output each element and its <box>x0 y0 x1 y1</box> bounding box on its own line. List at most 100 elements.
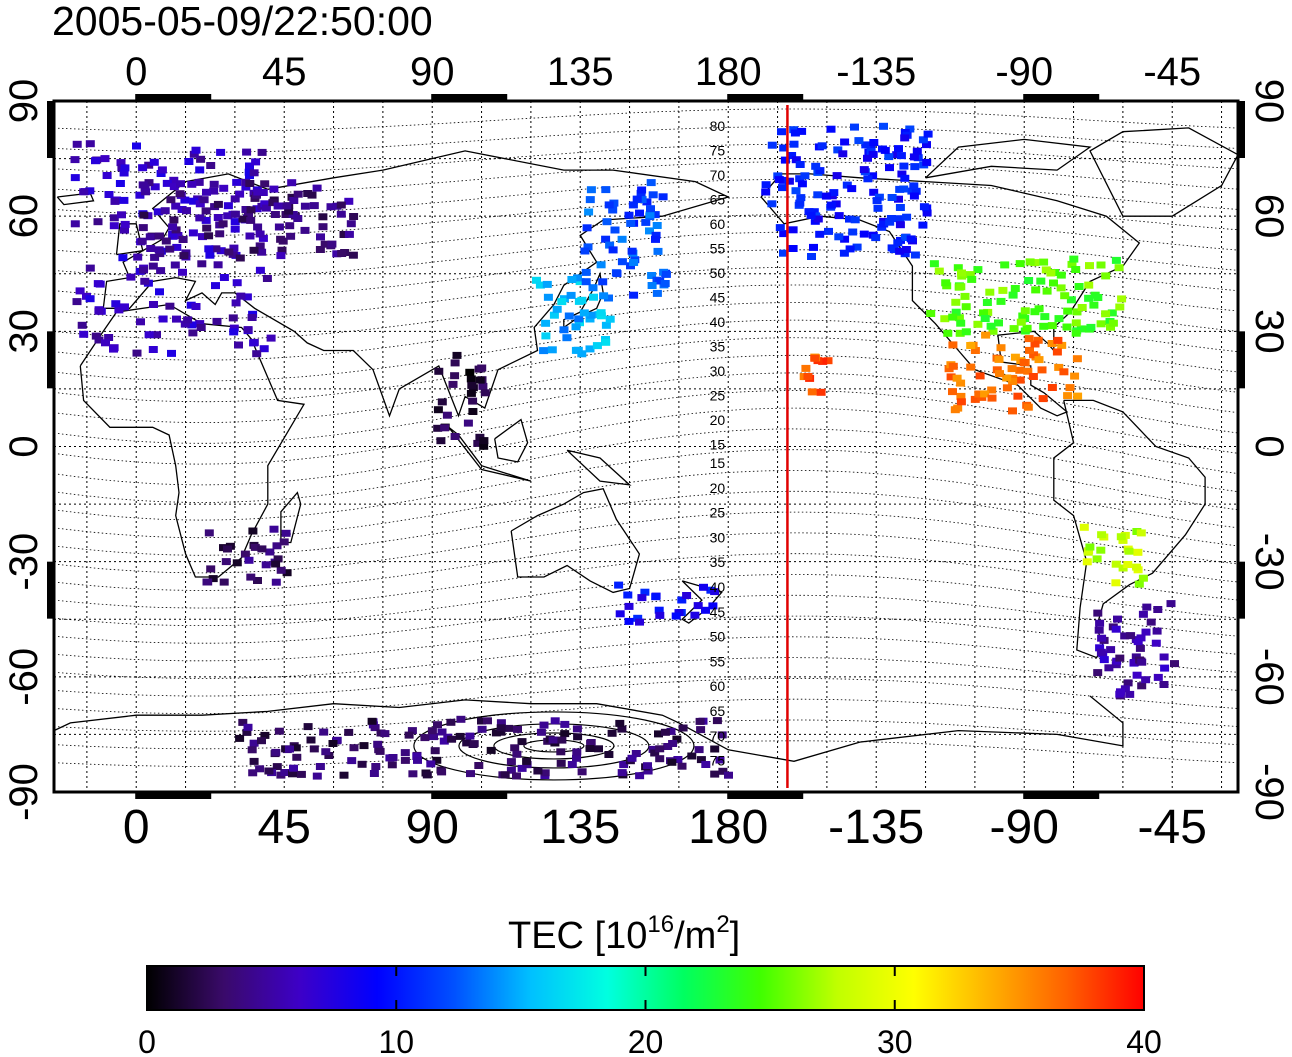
tec-pixel <box>115 180 125 187</box>
tec-pixel <box>1095 644 1105 652</box>
tec-pixel <box>253 223 263 231</box>
tec-pixel <box>284 207 294 215</box>
tec-pixel <box>556 759 566 767</box>
frame-tick <box>727 94 804 101</box>
tec-pixel <box>956 283 966 291</box>
tec-pixel <box>896 152 906 160</box>
tec-pixel <box>1123 561 1133 568</box>
tec-pixel <box>818 357 828 365</box>
tec-pixel <box>195 214 205 222</box>
tec-pixel <box>954 314 964 322</box>
tec-pixel <box>643 762 652 770</box>
tec-pixel <box>1085 543 1095 551</box>
tec-pixel <box>1106 323 1115 331</box>
tec-pixel <box>1049 279 1058 287</box>
tec-pixel <box>522 757 532 765</box>
tec-pixel <box>535 281 545 289</box>
tec-pixel <box>479 437 489 445</box>
tec-pixel <box>1093 669 1103 677</box>
contour-label: 20 <box>710 480 726 496</box>
tec-pixel <box>1146 618 1156 626</box>
tec-pixel <box>572 754 581 762</box>
tec-pixel <box>271 560 281 568</box>
tec-pixel <box>1015 260 1025 268</box>
tec-pixel <box>779 230 789 238</box>
tec-pixel <box>922 209 932 217</box>
tec-pixel <box>579 309 589 317</box>
top-longitude-labels: 0 45 90 135 180 -135 -90 -45 <box>125 50 1201 94</box>
tec-pixel <box>450 433 460 440</box>
tec-pixel <box>694 746 704 754</box>
tec-pixel <box>581 268 591 276</box>
tec-pixel <box>1124 547 1134 555</box>
tec-pixel <box>961 303 971 311</box>
tec-pixel <box>486 746 496 754</box>
tec-pixel <box>900 174 910 182</box>
tec-pixel <box>970 347 980 354</box>
tec-pixel <box>645 227 654 235</box>
contour-label: 40 <box>710 314 726 330</box>
tec-pixel <box>873 204 883 212</box>
tec-pixel <box>861 141 871 149</box>
tec-pixel <box>541 332 551 340</box>
tec-pixel <box>219 578 229 586</box>
tec-pixel <box>440 424 450 432</box>
tec-pixel <box>640 588 650 596</box>
tec-pixel <box>1160 664 1170 672</box>
tec-pixel <box>249 757 259 765</box>
tec-pixel <box>615 719 625 727</box>
tec-pixel <box>800 172 810 180</box>
tec-pixel <box>466 375 476 383</box>
tec-pixel <box>1077 304 1087 311</box>
tec-pixel <box>973 320 983 328</box>
tec-pixel <box>100 155 110 163</box>
tec-pixel <box>601 321 611 329</box>
tec-pixel <box>863 154 872 162</box>
tec-pixel <box>191 303 201 310</box>
tec-pixel <box>462 739 472 747</box>
tec-pixel <box>155 232 164 240</box>
tec-pixel <box>775 224 785 232</box>
tec-pixel <box>847 185 857 193</box>
tec-pixel <box>118 254 128 262</box>
tec-pixel <box>1111 256 1121 264</box>
tec-pixel <box>180 320 190 328</box>
tec-pixel <box>496 724 506 732</box>
tec-pixel <box>1111 625 1121 633</box>
tec-pixel <box>1008 407 1017 415</box>
tec-pixel <box>326 203 336 211</box>
tec-pixel <box>1166 600 1176 608</box>
tec-pixel <box>198 233 207 241</box>
tec-pixel <box>436 437 446 445</box>
tec-pixel <box>232 178 242 186</box>
tec-pixel <box>1067 260 1077 268</box>
tec-pixel <box>152 331 161 339</box>
tec-pixel <box>934 267 944 275</box>
tec-pixel <box>1114 264 1124 272</box>
tec-pixel <box>1159 681 1169 688</box>
tec-pixel <box>592 342 602 350</box>
tec-pixel <box>633 614 643 622</box>
coastline <box>1089 127 1238 217</box>
tec-pixel <box>506 766 516 774</box>
tec-pixel <box>1042 287 1052 295</box>
tec-pixel <box>635 209 644 217</box>
tec-pixel <box>572 748 582 756</box>
tec-pixel <box>564 312 574 320</box>
tec-pixel <box>1096 320 1106 328</box>
tec-pixel <box>1066 296 1076 304</box>
tec-pixel <box>279 538 289 546</box>
tec-pixel <box>195 200 205 208</box>
tec-pixel <box>257 248 267 256</box>
tec-pixel <box>85 264 95 272</box>
right-latitude-label: -60 <box>1247 648 1291 706</box>
tec-pixel <box>1116 688 1125 696</box>
tec-pixel <box>583 243 593 251</box>
tec-pixel <box>1153 673 1163 681</box>
tec-pixel <box>1036 277 1046 285</box>
tec-pixel <box>1030 308 1040 316</box>
colorbar-title-prefix: TEC [10 <box>508 915 647 957</box>
tec-pixel <box>344 230 354 238</box>
tec-pixel <box>571 323 581 331</box>
left-latitude-label: 0 <box>2 435 46 457</box>
